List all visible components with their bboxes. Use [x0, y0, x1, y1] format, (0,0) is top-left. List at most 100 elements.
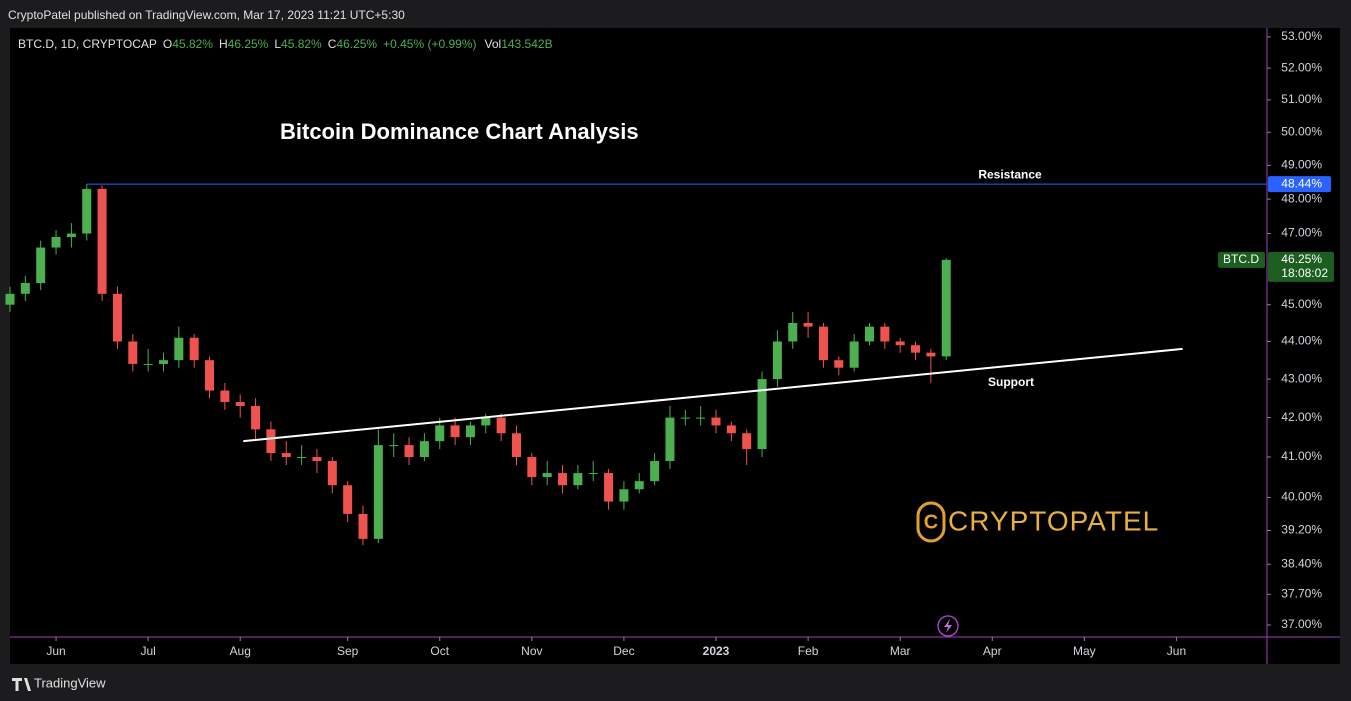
- legend-value: 45.82%: [172, 37, 213, 51]
- candle-body: [573, 473, 583, 486]
- candle-body: [527, 457, 537, 478]
- last-price-symbol-box: [1218, 251, 1265, 268]
- candle-body: [51, 237, 61, 248]
- candle-body: [834, 360, 844, 368]
- legend-key: C: [328, 37, 337, 51]
- candle-body: [220, 390, 230, 403]
- candle-body: [404, 445, 414, 458]
- candle-body: [189, 337, 199, 361]
- candle-body: [941, 259, 951, 357]
- x-tick-label: Feb: [798, 644, 819, 658]
- candle-body: [757, 379, 767, 450]
- legend: BTC.D, 1D, CRYPTOCAP O45.82% H46.25% L45.82…: [18, 37, 553, 51]
- candle-body: [281, 453, 291, 458]
- chart-title: Bitcoin Dominance Chart Analysis: [280, 119, 639, 144]
- candle-body: [143, 363, 153, 365]
- x-tick-label: Mar: [890, 644, 911, 658]
- legend-value: 46.25%: [336, 37, 377, 51]
- candle-body: [389, 445, 399, 447]
- candle-body: [435, 425, 445, 442]
- x-tick-label: Aug: [230, 644, 251, 658]
- legend-symbol: BTC.D, 1D, CRYPTOCAP: [18, 37, 157, 51]
- logo-letter: C: [924, 511, 938, 533]
- chart-background: [10, 28, 1340, 664]
- x-tick-label: Jun: [1167, 644, 1186, 658]
- y-tick-label: 49.00%: [1281, 158, 1322, 172]
- y-tick-label: 39.20%: [1281, 523, 1322, 537]
- y-tick-label: 40.00%: [1281, 490, 1322, 504]
- candle-body: [926, 352, 936, 357]
- y-tick-label: 44.00%: [1281, 334, 1322, 348]
- footer-brand: TradingView: [34, 675, 106, 690]
- candle-body: [911, 345, 921, 353]
- watermark-logo: C CRYPTOPATEL: [916, 501, 1158, 543]
- candle-body: [373, 445, 383, 539]
- y-tick-label: 42.00%: [1281, 410, 1322, 424]
- candle-body: [266, 429, 276, 454]
- candle-body: [619, 489, 629, 502]
- candle-body: [711, 417, 721, 426]
- x-tick-label: Jun: [46, 644, 65, 658]
- candle-body: [450, 425, 460, 438]
- y-tick-label: 37.00%: [1281, 617, 1322, 631]
- candle-body: [818, 326, 828, 361]
- candle-body: [864, 326, 874, 342]
- candle-body: [174, 337, 184, 361]
- x-tick-label: Nov: [521, 644, 542, 658]
- resistance-price-box: [1268, 176, 1331, 193]
- candle-body: [650, 461, 660, 482]
- candle-body: [343, 485, 353, 514]
- x-tick-label: Sep: [337, 644, 359, 658]
- x-tick-label: 2023: [703, 644, 730, 658]
- candle-body: [251, 405, 261, 430]
- x-tick-label: Jul: [140, 644, 155, 658]
- candle-body: [895, 341, 905, 346]
- candle-body: [82, 188, 92, 234]
- y-tick-label: 41.00%: [1281, 449, 1322, 463]
- candle-body: [20, 283, 30, 294]
- candle-body: [742, 433, 752, 450]
- legend-key: H: [219, 37, 228, 51]
- legend-value: 45.82%: [281, 37, 322, 51]
- candle-body: [665, 417, 675, 462]
- y-tick-label: 48.00%: [1281, 191, 1322, 205]
- resistance-label: Resistance: [978, 167, 1042, 181]
- x-tick-label: May: [1073, 644, 1096, 658]
- y-tick-label: 43.00%: [1281, 371, 1322, 385]
- x-tick-label: Dec: [613, 644, 634, 658]
- candle-body: [327, 461, 337, 486]
- event-icon-bolt: [944, 619, 952, 633]
- candle-body: [588, 473, 598, 475]
- candle-body: [481, 417, 491, 426]
- support-label: Support: [988, 375, 1034, 389]
- candle-body: [849, 341, 859, 368]
- x-tick-label: Oct: [430, 644, 449, 658]
- candle-body: [297, 457, 307, 459]
- logo-mark: [916, 501, 946, 543]
- y-tick-label: 45.00%: [1281, 297, 1322, 311]
- legend-value: 143.542B: [501, 37, 552, 51]
- candle-body: [128, 341, 138, 364]
- candle-body: [542, 473, 552, 478]
- candle-body: [235, 402, 245, 406]
- y-tick-label: 53.00%: [1281, 29, 1322, 43]
- candle-body: [880, 326, 890, 342]
- candle-body: [803, 322, 813, 327]
- support-line: [243, 347, 1183, 443]
- last-price-box: [1268, 251, 1334, 282]
- candle-body: [36, 247, 46, 284]
- byline: CryptoPatel published on TradingView.com…: [8, 8, 405, 22]
- candle-body: [788, 322, 798, 342]
- y-tick-label: 37.70%: [1281, 587, 1322, 601]
- candle-body: [205, 360, 215, 391]
- candle-body: [358, 513, 368, 539]
- event-icon[interactable]: [937, 615, 959, 637]
- y-tick-label: 38.40%: [1281, 556, 1322, 570]
- legend-key: O: [163, 37, 172, 51]
- candle-body: [97, 188, 107, 294]
- candle-body: [496, 417, 506, 434]
- candle-body: [5, 293, 15, 305]
- y-tick-label: 47.00%: [1281, 226, 1322, 240]
- candle-body: [112, 293, 122, 342]
